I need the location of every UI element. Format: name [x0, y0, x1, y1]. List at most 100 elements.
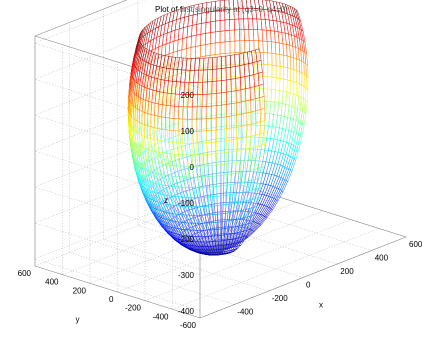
surface-patch: [255, 133, 261, 147]
surface-patch: [230, 183, 236, 195]
wall-grid-line: [34, 177, 242, 260]
surface-patch: [190, 34, 197, 48]
surface-patch: [275, 53, 281, 67]
surface-patch: [196, 142, 203, 156]
surface-patch: [263, 52, 269, 65]
surface-patch: [250, 146, 256, 160]
surface-patch: [207, 196, 214, 207]
surface-patch: [240, 88, 247, 103]
surface-patch: [190, 46, 196, 60]
surface-patch: [234, 65, 241, 79]
surface-patch: [219, 30, 226, 43]
surface-patch: [221, 174, 227, 187]
surface-patch: [207, 57, 213, 71]
surface-patch: [206, 1, 212, 13]
surface-patch: [216, 129, 222, 143]
surface-patch: [221, 79, 227, 94]
surface-patch: [260, 120, 266, 135]
surface-patch: [202, 186, 209, 198]
surface-patch: [150, 126, 155, 140]
surface-patch: [195, 23, 202, 36]
y-tick-label: 400: [45, 278, 59, 287]
surface-patch: [283, 54, 288, 69]
surface-patch: [197, 165, 203, 178]
surface-patch: [258, 83, 265, 98]
surface-patch: [290, 56, 295, 71]
surface-patch: [241, 112, 247, 127]
surface-patch: [206, 130, 212, 144]
surface-patch: [233, 8, 240, 20]
surface-patch: [225, 194, 231, 205]
surface-patch: [211, 117, 217, 131]
surface-patch: [202, 176, 208, 188]
surface-patch: [225, 184, 232, 196]
surface-patch: [234, 29, 240, 42]
surface-patch: [216, 195, 222, 206]
surface-patch: [259, 132, 266, 146]
surface-patch: [197, 69, 204, 83]
box-edge: [34, 0, 128, 37]
surface-patch: [259, 108, 266, 123]
surface-patch: [245, 135, 252, 150]
surface-patch: [165, 117, 170, 131]
surface-patch: [197, 81, 203, 95]
surface-patch: [228, 0, 235, 10]
surface-patch: [191, 142, 198, 156]
surface-patch: [245, 147, 252, 161]
surface-patch: [231, 126, 237, 141]
surface-patch: [250, 134, 256, 149]
surface-patch: [195, 33, 202, 47]
surface-patch: [169, 117, 175, 131]
surface-patch: [205, 32, 211, 45]
wall-grid-line: [34, 258, 201, 312]
surface-patch: [240, 148, 247, 162]
surface-patch: [211, 80, 218, 95]
surface-patch: [235, 172, 241, 185]
surface-patch: [225, 203, 231, 214]
surface-patch: [207, 186, 213, 198]
surface-patch: [250, 98, 256, 113]
surface-patch: [258, 155, 265, 169]
surface-patch: [206, 165, 213, 177]
surface-patch: [230, 78, 237, 92]
surface-patch: [245, 111, 252, 126]
wall-grid-line: [34, 222, 201, 276]
surface-patch: [187, 142, 193, 156]
surface-patch: [206, 142, 212, 155]
surface-patch: [169, 105, 175, 119]
surface-patch: [231, 114, 237, 129]
surface-patch: [212, 214, 218, 223]
surface-patch: [213, 221, 218, 230]
surface-patch: [214, 31, 221, 44]
surface-patch: [204, 206, 210, 216]
wall-grid-line: [34, 78, 201, 132]
surface-patch: [271, 53, 277, 66]
surface-patch: [250, 110, 257, 125]
surface-patch: [216, 185, 222, 197]
surface-patch: [226, 103, 232, 117]
surface-patch: [147, 113, 152, 128]
floor-grid-line: [62, 193, 269, 275]
surface-patch: [206, 153, 213, 167]
surface-patch: [198, 187, 204, 198]
surface-patch: [208, 214, 214, 224]
surface-patch: [221, 67, 227, 81]
surface-patch: [221, 128, 227, 142]
surface-patch: [165, 141, 171, 155]
surface-patch: [221, 104, 227, 118]
surface-patch: [206, 93, 213, 107]
surface-patch: [178, 106, 184, 120]
surface-patch: [221, 213, 226, 223]
surface-patch: [235, 161, 242, 174]
surface-patch: [200, 22, 207, 35]
surface-patch: [202, 69, 209, 83]
surface-patch: [169, 141, 175, 155]
surface-patch: [245, 99, 252, 114]
surface-patch: [201, 93, 208, 107]
surface-patch: [211, 186, 218, 197]
surface-patch: [177, 142, 184, 156]
surface-patch: [203, 57, 209, 71]
surface-patch: [182, 106, 189, 120]
surface-patch: [206, 176, 213, 188]
surface-patch: [271, 76, 277, 91]
